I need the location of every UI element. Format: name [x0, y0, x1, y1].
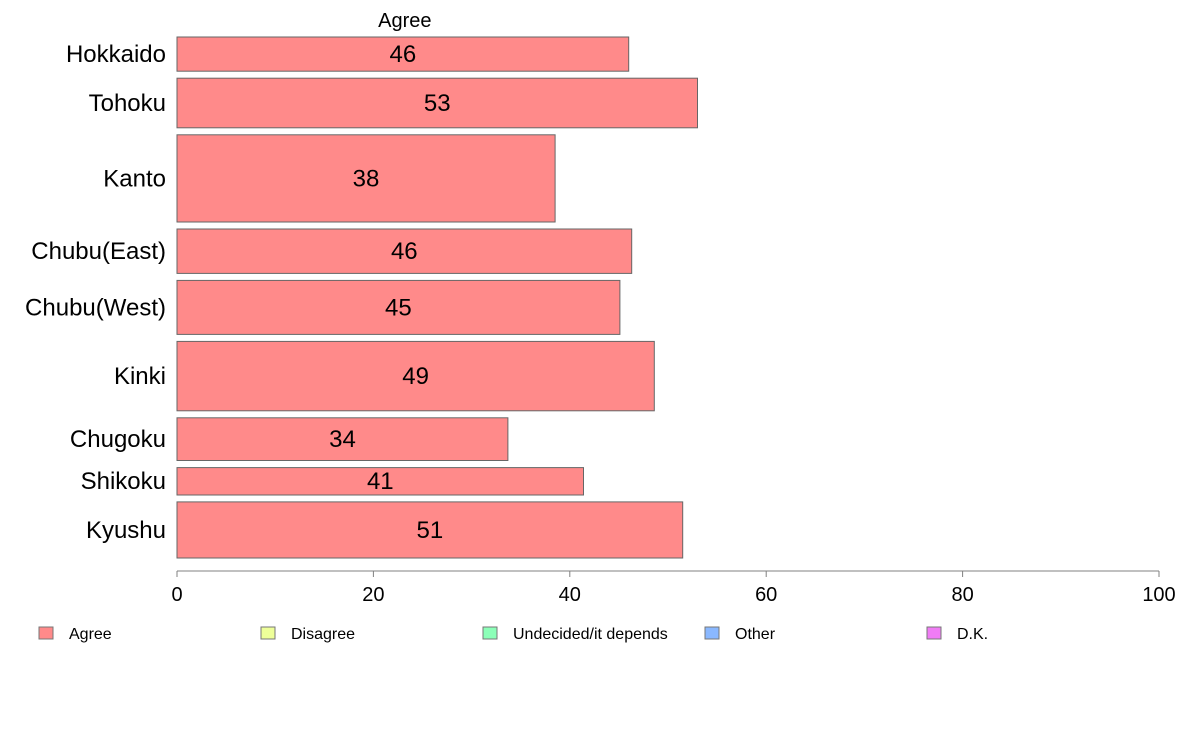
x-tick-label: 80 — [951, 584, 973, 606]
x-tick-label: 60 — [755, 584, 777, 606]
bar-shikoku — [176, 467, 584, 496]
bar-kyushu — [176, 501, 684, 559]
x-tick-label: 0 — [171, 584, 182, 606]
category-label: Chubu(East) — [31, 238, 166, 265]
legend-label: Other — [735, 626, 776, 643]
category-label: Tohoku — [89, 90, 166, 117]
legend-label: Undecided/it depends — [513, 626, 668, 643]
category-labels: Hokkaido Tohoku Kanto Chubu(East) Chubu(West… — [25, 41, 166, 544]
data-label: 49 — [402, 363, 429, 390]
legend-swatch — [38, 626, 54, 640]
x-tick-label: 40 — [559, 584, 581, 606]
legend-swatch — [482, 626, 498, 640]
category-label: Chubu(West) — [25, 294, 166, 321]
x-tick-label: 20 — [362, 584, 384, 606]
data-label: 45 — [385, 294, 412, 321]
legend-swatch — [704, 626, 720, 640]
legend-swatch — [260, 626, 276, 640]
data-label: 46 — [390, 41, 417, 68]
legend-label: D.K. — [957, 626, 988, 643]
legend-label: Disagree — [291, 626, 355, 643]
data-label: 46 — [391, 238, 418, 265]
bar-kinki — [176, 340, 655, 412]
category-label: Hokkaido — [66, 41, 166, 68]
series-title: Agree — [378, 10, 431, 32]
data-label: 41 — [367, 468, 394, 495]
category-label: Kanto — [103, 165, 166, 192]
x-tick-label: 100 — [1142, 584, 1175, 606]
category-label: Shikoku — [81, 468, 166, 495]
legend-label: Agree — [69, 626, 112, 643]
bar-chubu-east — [176, 228, 633, 274]
bar-tohoku — [176, 77, 698, 129]
data-label: 38 — [353, 165, 380, 192]
bars-layer: 46 53 38 46 45 49 34 41 51 — [176, 36, 698, 559]
category-label: Kyushu — [86, 517, 166, 544]
data-label: 34 — [329, 426, 356, 453]
data-label: 51 — [417, 517, 444, 544]
legend-swatch — [926, 626, 942, 640]
category-label: Chugoku — [70, 426, 166, 453]
bar-chubu-west — [176, 279, 621, 335]
legend: Agree Disagree Undecided/it depends Other D.… — [38, 626, 988, 643]
bar-hokkaido — [176, 36, 630, 72]
x-axis: 0 20 40 60 80 100 — [171, 570, 1176, 606]
bar-chugoku — [176, 417, 509, 461]
data-label: 53 — [424, 90, 451, 117]
bar-kanto — [176, 134, 556, 223]
category-label: Kinki — [114, 363, 166, 390]
